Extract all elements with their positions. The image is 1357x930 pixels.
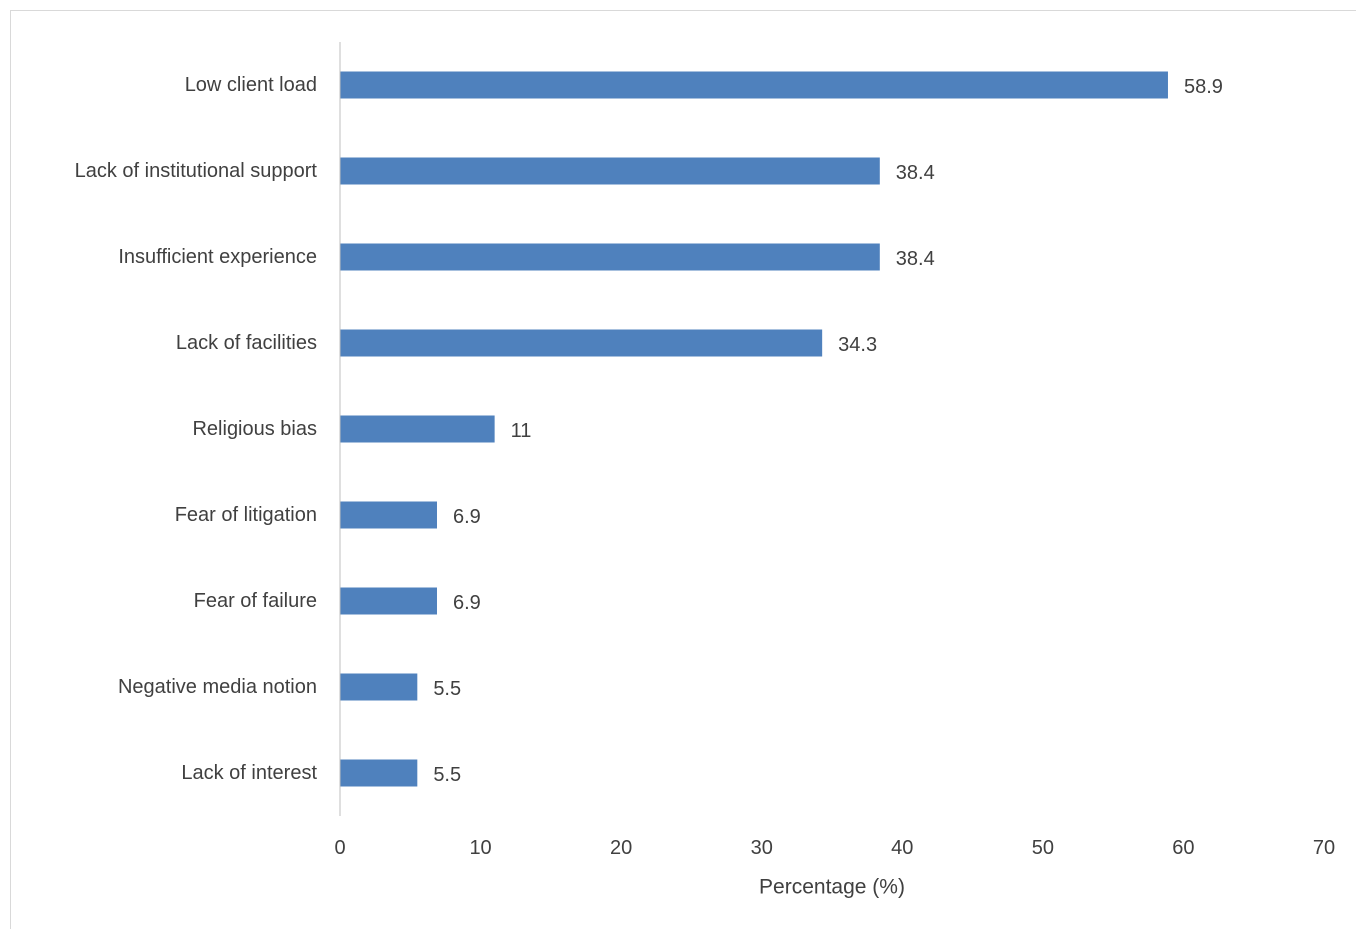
- data-label: 34.3: [838, 334, 877, 356]
- bar: [340, 157, 880, 185]
- bar: [340, 501, 437, 529]
- data-label: 5.5: [433, 678, 461, 700]
- chart-frame: [10, 10, 1356, 929]
- data-label: 6.9: [453, 506, 481, 528]
- x-tick-label: 0: [334, 837, 345, 859]
- bar: [340, 759, 418, 787]
- data-labels: 58.9 38.4 38.4 34.3 11 6.9 6.9 5.5 5.5: [433, 76, 1223, 786]
- bar: [340, 71, 1168, 99]
- x-tick-label: 30: [751, 837, 773, 859]
- x-tick-label: 10: [469, 837, 491, 859]
- category-labels: Low client load Lack of institutional sup…: [75, 74, 318, 784]
- category-label: Fear of failure: [194, 590, 317, 612]
- bar: [340, 243, 880, 271]
- category-label: Negative media notion: [118, 676, 317, 698]
- data-label: 38.4: [896, 162, 935, 184]
- data-label: 58.9: [1184, 76, 1223, 98]
- data-label: 5.5: [433, 764, 461, 786]
- data-label: 6.9: [453, 592, 481, 614]
- bar: [340, 673, 418, 701]
- data-label: 38.4: [896, 248, 935, 270]
- bars-layer: [340, 71, 1168, 787]
- x-axis-title: Percentage (%): [759, 876, 905, 899]
- x-tick-labels: 0 10 20 30 40 50 60 70: [334, 837, 1335, 859]
- category-label: Fear of litigation: [175, 504, 317, 526]
- x-tick-label: 50: [1032, 837, 1054, 859]
- bar: [340, 329, 823, 357]
- category-label: Insufficient experience: [118, 246, 317, 268]
- category-label: Low client load: [185, 74, 317, 96]
- category-label: Lack of facilities: [176, 332, 317, 354]
- x-tick-label: 60: [1172, 837, 1194, 859]
- bar: [340, 587, 437, 615]
- x-tick-label: 40: [891, 837, 913, 859]
- x-tick-label: 70: [1313, 837, 1335, 859]
- x-tick-label: 20: [610, 837, 632, 859]
- category-label: Lack of interest: [181, 762, 317, 784]
- category-label: Religious bias: [192, 418, 317, 440]
- data-label: 11: [511, 420, 532, 442]
- bar: [340, 415, 495, 443]
- category-label: Lack of institutional support: [75, 160, 318, 182]
